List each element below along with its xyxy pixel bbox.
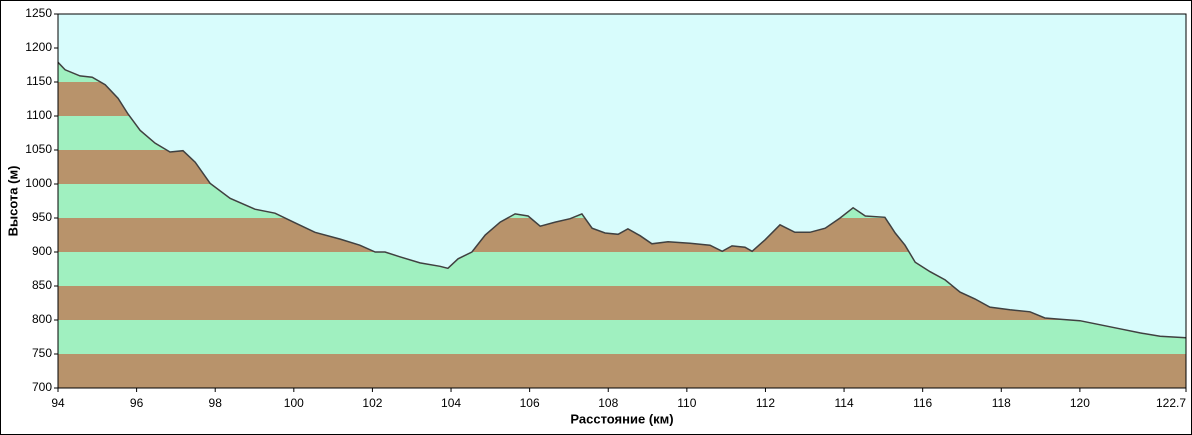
x-tick-label: 122.7 bbox=[1156, 396, 1186, 410]
y-tick-label: 950 bbox=[32, 210, 52, 224]
y-tick-label: 1100 bbox=[26, 108, 52, 122]
y-tick-label: 750 bbox=[32, 346, 52, 360]
elevation-band bbox=[58, 320, 1186, 354]
x-tick-label: 110 bbox=[677, 396, 696, 410]
x-tick-label: 112 bbox=[756, 396, 775, 410]
y-tick-label: 900 bbox=[32, 244, 52, 258]
x-tick-label: 100 bbox=[284, 396, 304, 410]
x-tick-label: 116 bbox=[913, 396, 932, 410]
y-tick-label: 1250 bbox=[25, 6, 52, 20]
x-tick-label: 114 bbox=[834, 396, 853, 410]
y-tick-label: 700 bbox=[32, 380, 52, 394]
y-tick-label: 850 bbox=[32, 278, 52, 292]
x-tick-label: 104 bbox=[441, 396, 461, 410]
x-tick-label: 120 bbox=[1070, 396, 1090, 410]
x-tick-label: 118 bbox=[992, 396, 1011, 410]
x-tick-label: 106 bbox=[520, 396, 540, 410]
x-tick-label: 108 bbox=[598, 396, 618, 410]
y-tick-label: 1150 bbox=[26, 74, 52, 88]
x-tick-label: 98 bbox=[209, 396, 223, 410]
elevation-band bbox=[58, 354, 1186, 388]
y-tick-label: 1050 bbox=[25, 142, 52, 156]
plot-border bbox=[57, 13, 1187, 389]
x-tick-label: 102 bbox=[362, 396, 382, 410]
y-tick-label: 1000 bbox=[25, 176, 52, 190]
y-tick-label: 800 bbox=[32, 312, 52, 326]
y-tick-label: 1200 bbox=[25, 40, 52, 54]
profile-line bbox=[57, 61, 1187, 339]
y-axis-label: Высота (м) bbox=[5, 166, 20, 237]
x-tick-label: 96 bbox=[130, 396, 144, 410]
x-axis-label: Расстояние (км) bbox=[570, 411, 673, 426]
x-tick-label: 94 bbox=[51, 396, 65, 410]
